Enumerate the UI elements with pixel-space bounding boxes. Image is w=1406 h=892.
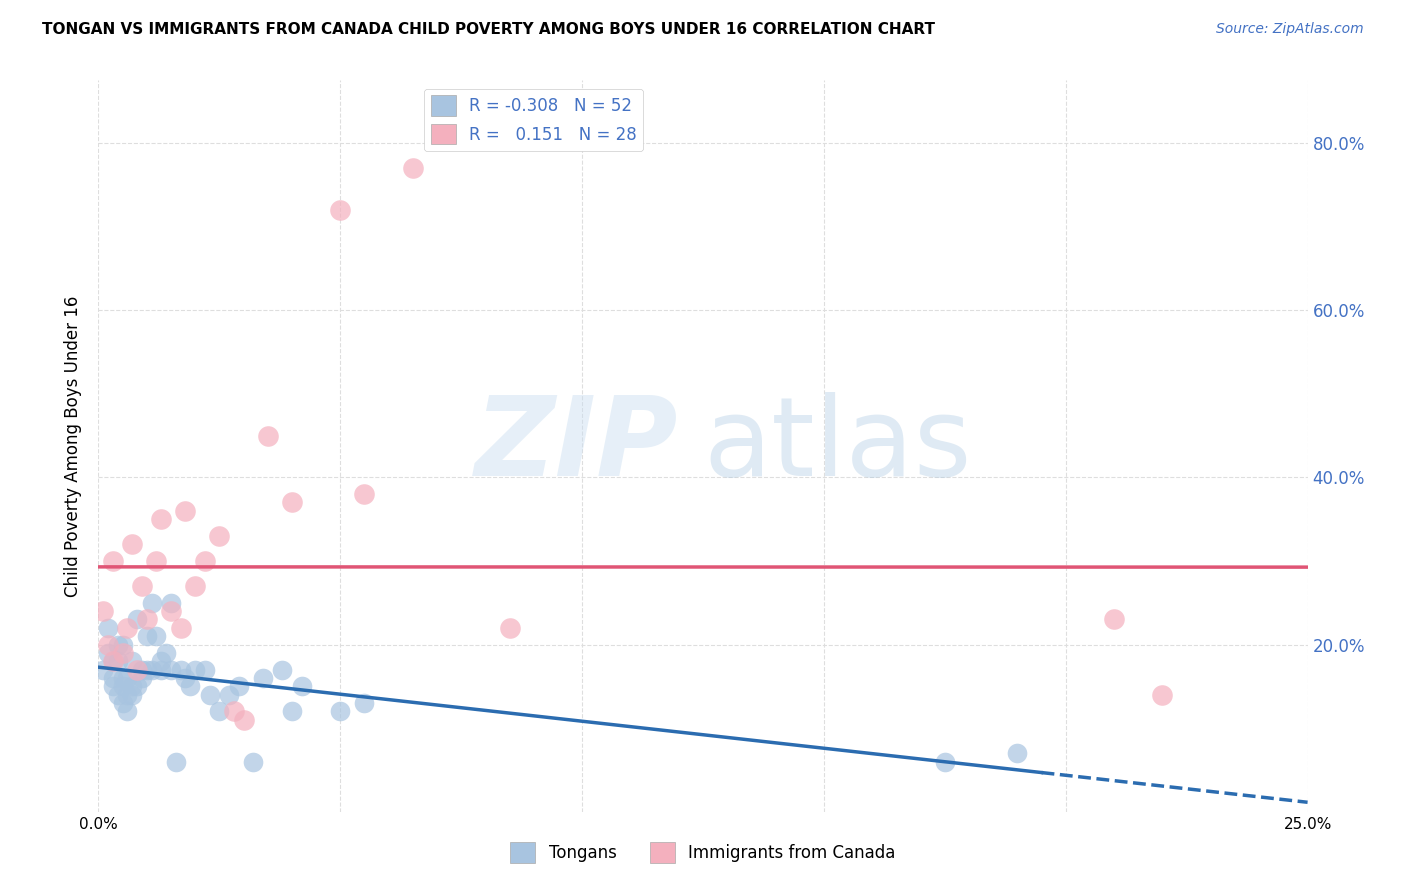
Point <box>271 663 294 677</box>
Point <box>252 671 274 685</box>
Point <box>107 638 129 652</box>
Point <box>174 504 197 518</box>
Point <box>101 654 124 668</box>
Point <box>141 663 163 677</box>
Point <box>218 688 240 702</box>
Point <box>174 671 197 685</box>
Point <box>111 679 134 693</box>
Point <box>97 638 120 652</box>
Point <box>329 202 352 217</box>
Point <box>194 663 217 677</box>
Point <box>194 554 217 568</box>
Point <box>402 161 425 175</box>
Point <box>256 428 278 442</box>
Point <box>121 688 143 702</box>
Point <box>131 663 153 677</box>
Point <box>135 612 157 626</box>
Point <box>97 646 120 660</box>
Point <box>228 679 250 693</box>
Point <box>131 671 153 685</box>
Point <box>117 705 139 719</box>
Text: Source: ZipAtlas.com: Source: ZipAtlas.com <box>1216 22 1364 37</box>
Point <box>150 512 173 526</box>
Point <box>121 679 143 693</box>
Point <box>1007 746 1029 760</box>
Point <box>498 621 520 635</box>
Point <box>934 755 956 769</box>
Point <box>160 604 183 618</box>
Point <box>135 663 157 677</box>
Point <box>91 663 114 677</box>
Point <box>329 705 352 719</box>
Point <box>135 629 157 643</box>
Point <box>184 579 207 593</box>
Point <box>121 654 143 668</box>
Point <box>169 621 191 635</box>
Point <box>222 705 245 719</box>
Point <box>353 696 375 710</box>
Point <box>107 654 129 668</box>
Point <box>101 554 124 568</box>
Point <box>97 621 120 635</box>
Point <box>169 663 191 677</box>
Point <box>111 646 134 660</box>
Point <box>127 679 149 693</box>
Point <box>1152 688 1174 702</box>
Point <box>101 654 124 668</box>
Point <box>101 671 124 685</box>
Point <box>150 663 173 677</box>
Point <box>111 671 134 685</box>
Point <box>160 596 183 610</box>
Point <box>208 529 231 543</box>
Point <box>232 713 254 727</box>
Point <box>127 663 149 677</box>
Point <box>111 638 134 652</box>
Text: ZIP: ZIP <box>475 392 679 500</box>
Text: atlas: atlas <box>703 392 972 500</box>
Point <box>131 579 153 593</box>
Point <box>165 755 187 769</box>
Point <box>281 495 304 509</box>
Point <box>184 663 207 677</box>
Point <box>198 688 221 702</box>
Y-axis label: Child Poverty Among Boys Under 16: Child Poverty Among Boys Under 16 <box>63 295 82 597</box>
Point <box>145 629 167 643</box>
Point <box>179 679 201 693</box>
Point <box>117 621 139 635</box>
Point <box>101 679 124 693</box>
Point <box>150 654 173 668</box>
Legend: Tongans, Immigrants from Canada: Tongans, Immigrants from Canada <box>503 836 903 869</box>
Point <box>111 696 134 710</box>
Point <box>141 596 163 610</box>
Point <box>91 604 114 618</box>
Point <box>117 671 139 685</box>
Point <box>107 688 129 702</box>
Point <box>1102 612 1125 626</box>
Point <box>117 688 139 702</box>
Point <box>121 537 143 551</box>
Point <box>127 612 149 626</box>
Point <box>145 554 167 568</box>
Point <box>208 705 231 719</box>
Point <box>242 755 264 769</box>
Point <box>281 705 304 719</box>
Point <box>155 646 177 660</box>
Text: TONGAN VS IMMIGRANTS FROM CANADA CHILD POVERTY AMONG BOYS UNDER 16 CORRELATION C: TONGAN VS IMMIGRANTS FROM CANADA CHILD P… <box>42 22 935 37</box>
Point <box>160 663 183 677</box>
Point <box>290 679 312 693</box>
Point <box>353 487 375 501</box>
